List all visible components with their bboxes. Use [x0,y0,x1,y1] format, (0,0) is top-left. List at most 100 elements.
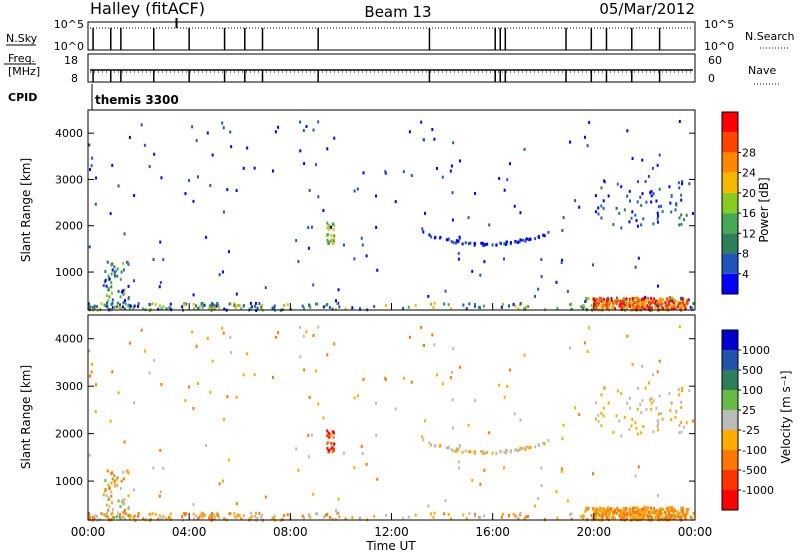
power-cell [505,242,508,246]
velocity-cell [616,507,619,511]
velocity-cell [655,406,658,410]
velocity-cell [681,506,684,510]
power-cell [503,257,506,261]
velocity-cell [195,344,198,348]
power-cell [595,298,598,302]
velocity-cell [652,510,655,514]
velocity-cell [513,412,516,416]
power-cell [623,303,626,307]
power-cell [595,307,598,311]
power-cell [297,260,300,264]
power-cell [223,307,226,311]
velocity-cell [607,507,610,511]
power-cell [238,304,241,308]
power-cell [200,301,203,305]
power-cell [471,269,474,273]
velocity-cell [154,512,157,516]
velocity-cell [674,415,677,419]
velocity-cell [677,388,680,392]
velocity-cell [107,508,110,512]
power-cell [628,189,631,193]
velocity-cell [317,325,320,329]
velocity-cell [332,449,335,453]
power-cell [116,304,119,308]
power-cell [641,305,644,309]
nsky-scan-markers [92,18,661,50]
power-cell [658,153,661,157]
velocity-cell [433,511,436,515]
velocity-cell [649,506,652,510]
power-cell [657,214,660,218]
power-cell [600,306,603,310]
velocity-cell [110,494,113,498]
power-cell [608,300,611,304]
velocity-cell [651,509,654,513]
power-cell [365,254,368,258]
y-tick-label: 1000 [55,266,83,279]
power-cell [661,210,664,214]
power-cell [597,206,600,210]
velocity-cell [601,513,604,517]
power-cell [195,139,198,143]
beam-title: Beam 13 [364,3,431,21]
power-cell [106,301,109,305]
velocity-cell [648,381,651,385]
power-cell [455,239,458,243]
velocity-cell [452,449,455,453]
velocity-cell [235,396,238,400]
velocity-cell [667,512,670,516]
velocity-cell [650,396,653,400]
power-cell [610,299,613,303]
velocity-cell [644,507,647,511]
power-cell [691,212,694,216]
velocity-cell [439,443,442,447]
power-cell [271,169,274,173]
velocity-cell [637,509,640,513]
power-cell [254,304,257,308]
power-cell [483,304,486,308]
power-cell [374,194,377,198]
power-cell [431,127,434,131]
power-cell [457,251,460,255]
power-cell [674,306,677,310]
power-cell [656,304,659,308]
power-cell [664,301,667,305]
power-cell [384,170,387,174]
power-cell [481,241,484,245]
power-cell [434,235,437,239]
velocity-cell [659,512,662,516]
power-cell [678,216,681,220]
power-cell [113,273,116,277]
velocity-cell [613,510,616,514]
velocity-cell [561,467,564,471]
power-cell [113,265,116,269]
power-cell [606,297,609,301]
velocity-cell [105,493,108,497]
power-cell [588,121,591,125]
velocity-cell [636,407,639,411]
power-cell [676,300,679,304]
velocity-cell [669,408,672,412]
power-cell [462,303,465,307]
power-cell [205,235,208,239]
power-cell [330,233,333,237]
power-cell [602,199,605,203]
power-cell [206,131,209,135]
power-cell [650,306,653,310]
power-cell [264,286,267,290]
power-cell [636,297,639,301]
velocity-cell [480,450,483,454]
power-cell [675,203,678,207]
velocity-cell [246,352,249,356]
power-cell [201,305,204,309]
velocity-cell [672,511,675,515]
velocity-cell [217,515,220,519]
power-cell [459,159,462,163]
power-cell [192,307,195,311]
velocity-cell [317,402,320,406]
velocity-cell [209,390,212,394]
velocity-cell [537,443,540,447]
velocity-cell [495,452,498,456]
velocity-cell [630,516,633,520]
velocity-cell [113,482,116,486]
